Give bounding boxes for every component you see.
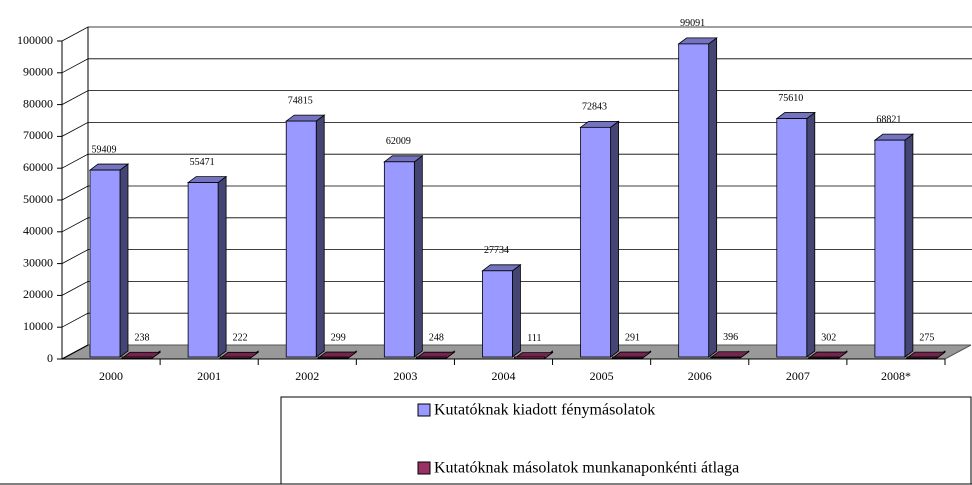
- grid-line: [61, 26, 972, 42]
- bar: [710, 356, 742, 359]
- bar: [580, 126, 611, 358]
- bar: [219, 356, 251, 359]
- bar: [415, 356, 447, 359]
- y-tick-label: 60000: [23, 160, 53, 174]
- bar: [383, 161, 415, 358]
- bar: [187, 182, 219, 358]
- value-label: 248: [429, 333, 444, 344]
- y-tick-label: 90000: [23, 65, 53, 79]
- grid-line: [61, 90, 972, 105]
- value-label: 302: [821, 332, 836, 343]
- grid-line: [61, 280, 972, 296]
- x-tick-label: 2004: [492, 369, 516, 383]
- y-tick-label: 20000: [23, 287, 53, 301]
- grid-line: [61, 249, 972, 264]
- bar: [121, 356, 153, 359]
- value-label: 299: [331, 332, 346, 343]
- bar: [285, 120, 317, 358]
- bar-side: [217, 175, 227, 358]
- bar-side: [610, 120, 619, 358]
- y-tick-label: 0: [47, 351, 53, 365]
- y-tick-label: 100000: [17, 33, 53, 47]
- grid-line: [61, 217, 972, 233]
- legend-swatch: [417, 461, 431, 475]
- bar-side: [806, 111, 816, 358]
- value-label: 275: [919, 332, 934, 343]
- wall-edge: [61, 344, 89, 360]
- bar: [612, 356, 643, 359]
- value-label: 99091: [680, 18, 705, 29]
- value-label: 68821: [876, 114, 901, 125]
- bar: [906, 356, 938, 359]
- value-label: 75610: [778, 93, 803, 104]
- grid-line: [61, 122, 972, 137]
- value-label: 62009: [386, 136, 411, 147]
- bar: [317, 356, 349, 359]
- x-tick-label: 2001: [197, 369, 221, 383]
- x-tick-label: 2007: [786, 369, 810, 383]
- y-tick-label: 10000: [23, 319, 53, 333]
- value-label: 291: [625, 332, 640, 343]
- legend-label: Kutatóknak kiadott fénymásolatok: [434, 402, 655, 419]
- grid-line: [61, 153, 972, 169]
- y-tick-label: 50000: [23, 192, 53, 206]
- x-tick-label: 2002: [295, 369, 319, 383]
- bar-side: [315, 114, 325, 358]
- legend-label: Kutatóknak másolatok munkanaponkénti átl…: [434, 460, 739, 477]
- bar-side: [512, 264, 521, 358]
- x-tick-label: 2005: [590, 369, 614, 383]
- legend-swatch: [417, 403, 431, 417]
- y-tick-label: 40000: [23, 224, 53, 238]
- value-label: 222: [233, 333, 248, 344]
- bar-side: [119, 163, 129, 358]
- x-tick-label: 2006: [688, 369, 712, 383]
- bar-side: [904, 133, 914, 358]
- x-tick-label: 2003: [393, 369, 417, 383]
- value-label: 396: [723, 332, 738, 343]
- bar: [89, 169, 121, 358]
- value-label: 238: [135, 333, 150, 344]
- value-label: 59409: [92, 144, 117, 155]
- bar: [678, 43, 710, 358]
- bar: [808, 356, 840, 359]
- grid-line: [61, 58, 972, 74]
- grid-line: [61, 185, 972, 201]
- y-tick-label: 80000: [23, 96, 53, 110]
- bar: [482, 270, 513, 358]
- bar: [514, 356, 545, 360]
- value-label: 74815: [288, 95, 313, 106]
- x-tick-label: 2008*: [881, 369, 911, 383]
- y-tick-label: 70000: [23, 128, 53, 142]
- bar-side: [708, 37, 718, 358]
- x-tick-label: 2000: [99, 369, 123, 383]
- bar-side: [413, 155, 423, 358]
- y-tick-label: 30000: [23, 255, 53, 269]
- legend-box: [280, 396, 972, 485]
- grid-line: [61, 312, 972, 328]
- value-label: 72843: [582, 102, 607, 113]
- value-label: 27734: [484, 245, 509, 256]
- bar: [874, 139, 906, 358]
- value-label: 55471: [190, 157, 215, 168]
- bar: [776, 118, 808, 358]
- value-label: 111: [527, 333, 541, 344]
